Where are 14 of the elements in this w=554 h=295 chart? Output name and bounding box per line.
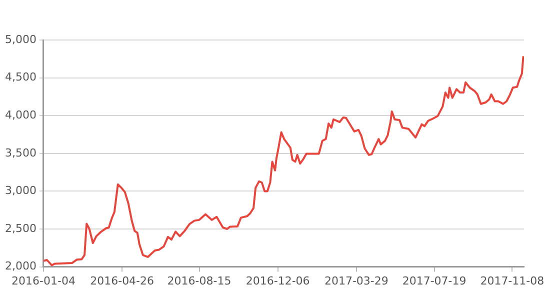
x-tick-label: 2017-03-29 <box>324 274 388 288</box>
x-tick-label: 2017-07-19 <box>402 274 466 288</box>
y-tick-label: 4,000 <box>4 108 36 122</box>
y-tick-label: 3,000 <box>4 184 36 198</box>
x-tick-label: 2017-11-08 <box>480 274 544 288</box>
y-tick-label: 3,500 <box>4 146 36 160</box>
x-tick-label: 2016-04-26 <box>90 274 154 288</box>
y-tick-label: 4,500 <box>4 70 36 84</box>
x-tick-label: 2016-08-15 <box>167 274 232 288</box>
y-tick-label: 2,000 <box>4 260 36 273</box>
y-tick-label: 2,500 <box>4 222 36 235</box>
x-tick-label: 2016-12-06 <box>246 274 310 288</box>
y-tick-label: 5,000 <box>4 32 36 46</box>
x-tick-label: 2016-01-04 <box>12 274 76 288</box>
